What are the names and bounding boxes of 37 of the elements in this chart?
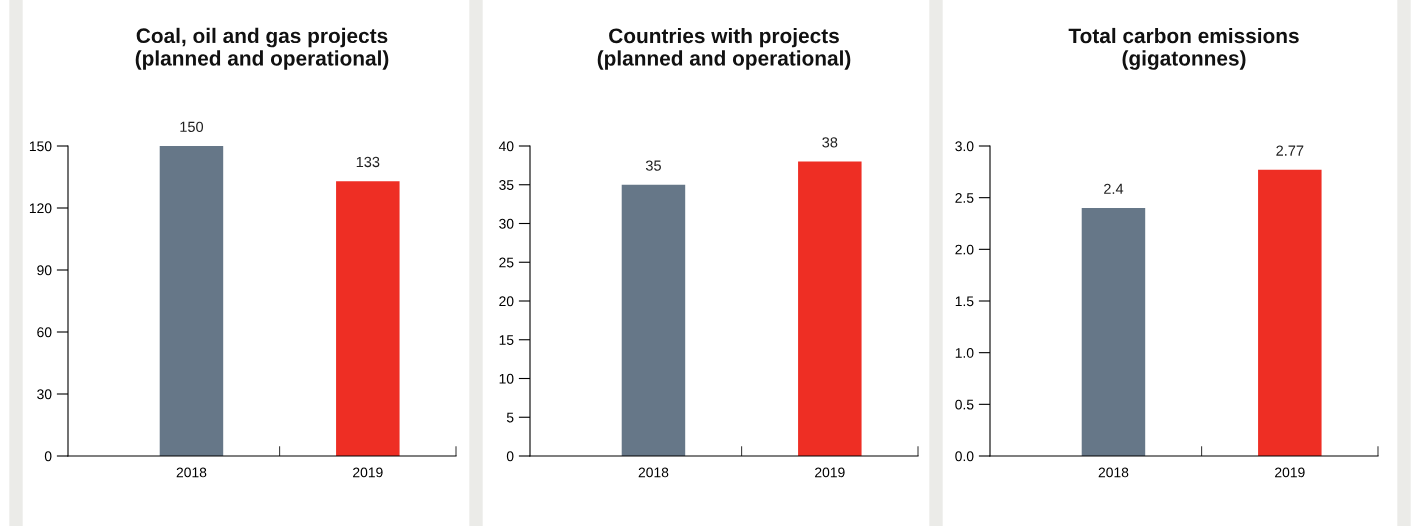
y-tick-label: 25: [499, 257, 514, 268]
data-label: 133: [356, 156, 380, 168]
y-tick-label: 90: [37, 265, 52, 276]
x-tick-label: 2019: [815, 467, 845, 478]
y-tick-label: 30: [499, 218, 514, 229]
y-tick-label: 0: [506, 451, 514, 462]
y-tick-label: 30: [37, 389, 52, 400]
y-tick-label: 0: [44, 451, 52, 462]
chart-title: Total carbon emissions (gigatonnes): [1068, 27, 1299, 70]
data-label: 2.4: [1104, 183, 1124, 194]
y-tick-label: 20: [499, 296, 514, 307]
x-tick-label: 2018: [176, 467, 207, 478]
y-tick-label: 35: [499, 180, 514, 190]
data-label: 150: [180, 121, 204, 133]
y-tick-label: 15: [499, 335, 514, 345]
x-tick-label: 2018: [638, 467, 669, 478]
y-tick-label: 120: [29, 203, 52, 214]
y-tick-label: 0.0: [955, 451, 974, 462]
y-tick-label: 0.5: [955, 399, 974, 410]
chart-title: Coal, oil and gas projects (planned and operational): [135, 27, 389, 70]
x-tick-label: 2019: [1275, 467, 1305, 478]
y-tick-label: 150: [29, 141, 52, 152]
y-tick-label: 10: [499, 373, 514, 384]
x-tick-label: 2019: [353, 467, 383, 478]
data-label: 2.77: [1276, 145, 1304, 156]
y-tick-label: 5: [506, 412, 514, 423]
data-label: 35: [645, 160, 661, 171]
y-tick-label: 1.0: [955, 348, 974, 358]
y-tick-label: 2.5: [955, 193, 974, 203]
x-tick-label: 2018: [1098, 467, 1129, 478]
y-tick-label: 40: [498, 141, 514, 152]
y-tick-label: 1.5: [955, 296, 974, 307]
y-tick-label: 60: [37, 327, 52, 338]
chart-title: Countries with projects (planned and operational): [597, 27, 851, 70]
data-label: 38: [822, 137, 838, 148]
y-tick-label: 2.0: [955, 244, 974, 255]
y-tick-label: 3.0: [955, 141, 974, 152]
